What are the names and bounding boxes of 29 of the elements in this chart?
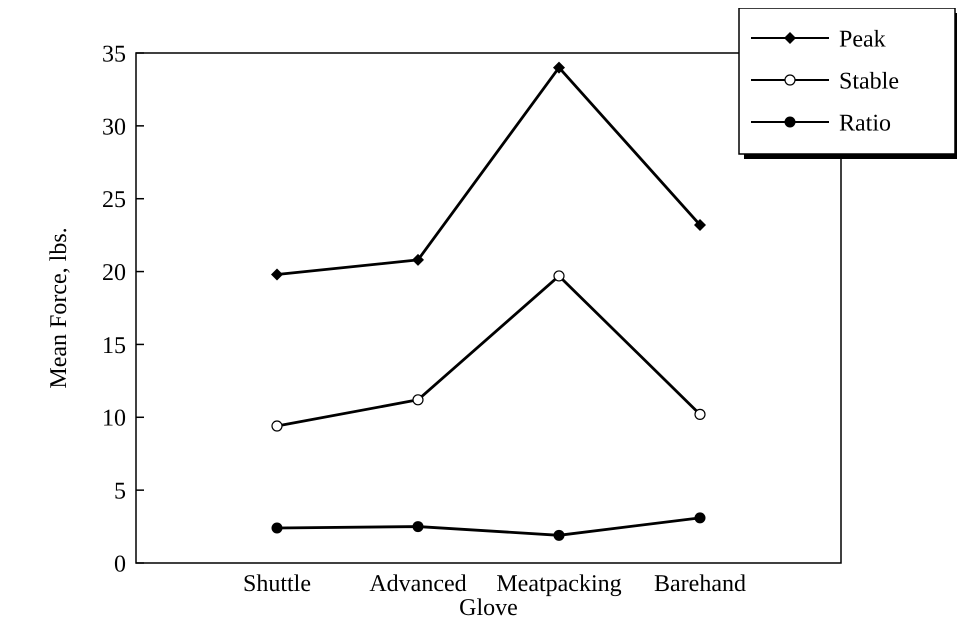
y-tick-label: 20 — [102, 260, 126, 286]
y-tick-label: 30 — [102, 114, 126, 140]
point — [271, 268, 283, 280]
y-tick-label: 15 — [102, 332, 126, 359]
y-tick-label: 25 — [102, 187, 126, 214]
x-tick-label: Barehand — [654, 571, 746, 597]
y-tick-label: 5 — [114, 478, 126, 505]
point — [272, 522, 282, 534]
y-tick-label: 0 — [114, 551, 126, 578]
legend-label: Ratio — [839, 110, 891, 136]
y-tick-label: 10 — [102, 406, 126, 432]
point — [694, 512, 706, 524]
point — [412, 254, 424, 266]
point — [553, 62, 565, 74]
legend-label: Stable — [839, 68, 899, 94]
point — [271, 420, 283, 432]
point — [412, 521, 424, 532]
point — [554, 530, 564, 541]
x-tick-label: Advanced — [369, 571, 467, 597]
x-axis-title: Glove — [459, 595, 518, 621]
x-tick-label: Shuttle — [242, 571, 312, 597]
y-axis-title: Mean Force, lbs. — [46, 227, 72, 389]
point — [553, 270, 565, 282]
y-tick-label: 35 — [102, 41, 126, 68]
legend-label: Peak — [839, 26, 886, 52]
point — [694, 218, 706, 231]
point — [412, 394, 424, 406]
point — [694, 408, 706, 420]
x-tick-label: Meatpacking — [496, 571, 622, 597]
